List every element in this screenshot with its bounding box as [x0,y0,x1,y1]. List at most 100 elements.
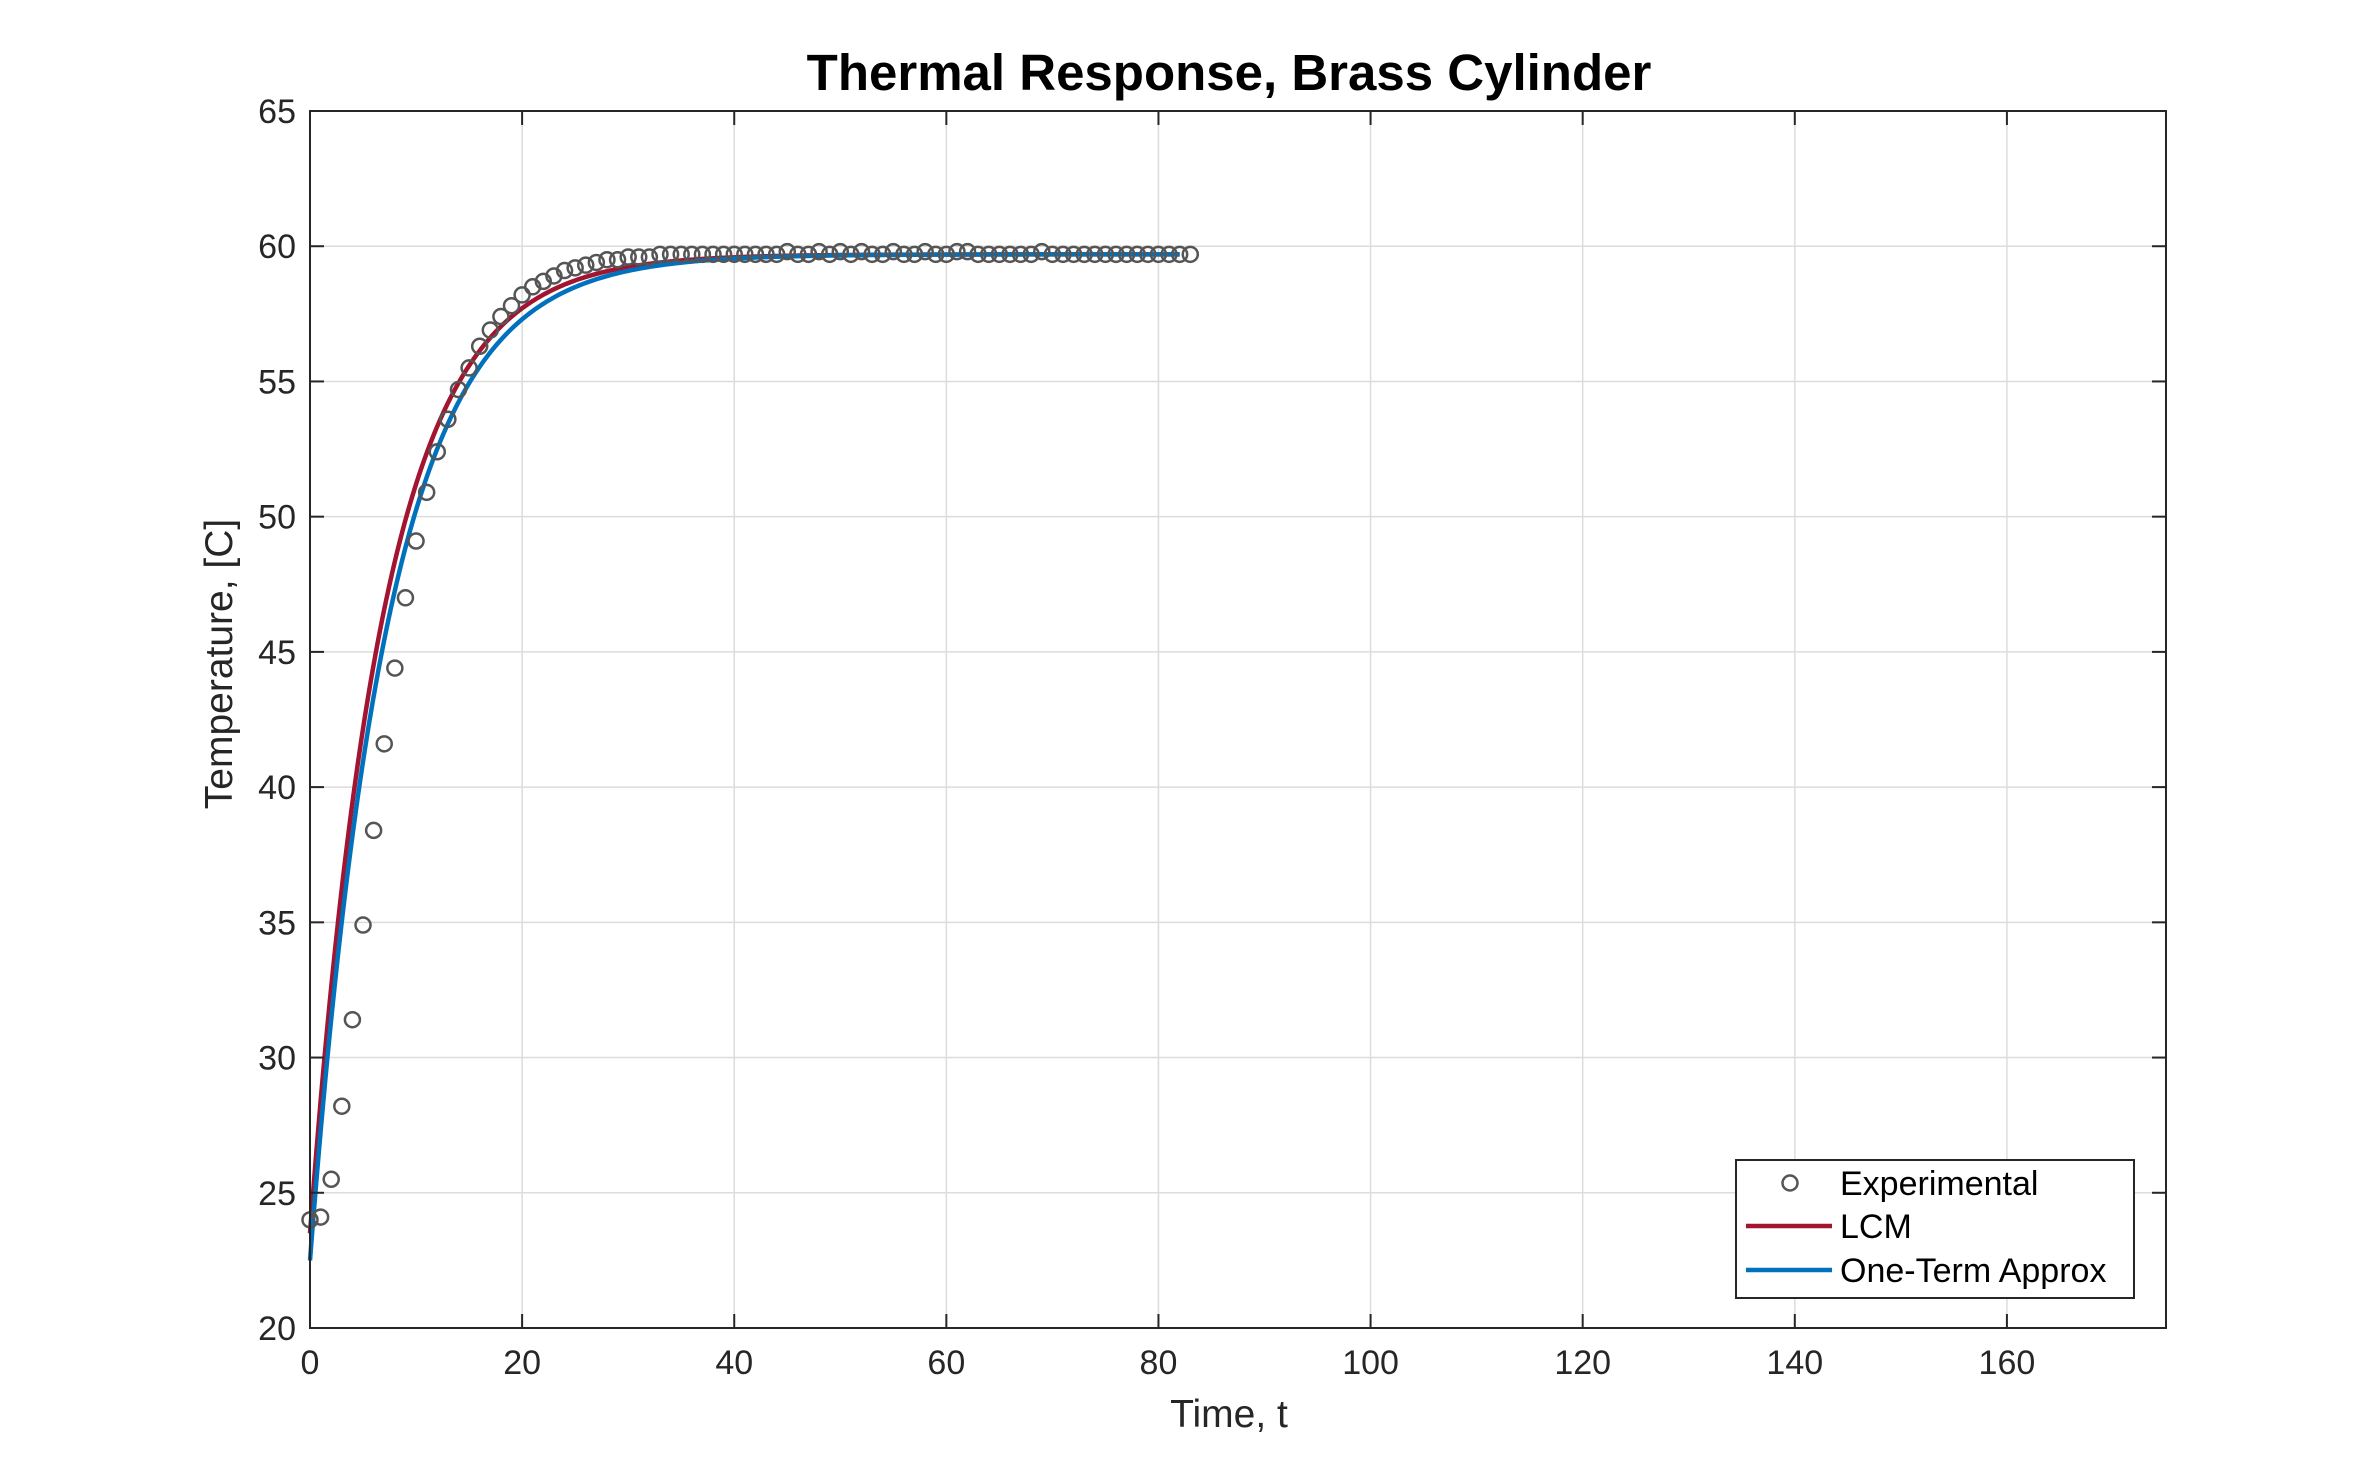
data-point [958,242,977,261]
plot-frame [309,110,2167,1329]
data-point [1043,245,1062,264]
data-point [820,245,839,264]
data-point [396,589,415,607]
data-point [576,256,595,274]
x-tick-label: 80 [1140,1344,1178,1382]
series-layer [301,242,1200,1261]
legend-label-experimental: Experimental [1840,1165,2038,1203]
data-point [661,245,680,264]
data-point [895,245,913,264]
data-point [1054,245,1072,264]
data-point [990,245,1009,264]
data-point [598,250,616,269]
data-point [926,245,945,264]
data-point [1033,242,1051,261]
data-point [608,250,627,269]
data-point [863,245,881,264]
data-point [842,245,860,264]
data-point [884,242,903,261]
data-point [831,242,850,261]
data-point [322,1170,340,1189]
y-tick-label: 60 [258,228,296,266]
y-tick-label: 40 [258,769,296,807]
data-point [852,242,871,261]
data-point [502,296,521,315]
data-point [1128,245,1146,264]
data-point [1011,245,1030,264]
data-point [810,242,828,261]
series-experimental [301,242,1200,1229]
data-point [714,245,733,264]
data-point [545,267,563,285]
data-point [534,272,553,291]
y-tick-label: 20 [258,1310,296,1348]
y-tick-label: 65 [258,93,296,131]
data-point [587,253,606,272]
data-point [746,245,765,264]
data-point [736,245,754,264]
data-point [428,443,447,461]
data-point [969,245,987,264]
y-tick-label: 35 [258,904,296,942]
chart-title: Thermal Response, Brass Cylinder [807,44,1652,101]
data-point [1096,245,1115,264]
x-tick-label: 20 [503,1344,541,1382]
data-point [333,1097,351,1115]
data-point [683,245,701,264]
data-point [1107,245,1125,264]
data-point [916,242,934,261]
data-point [757,245,775,264]
data-point [640,248,659,266]
data-point [725,245,743,264]
data-point [354,916,372,934]
data-point [311,1208,330,1226]
x-tick-label: 60 [927,1344,965,1382]
data-point [460,359,478,377]
y-axis-label: Temperature, [C] [198,519,241,809]
data-point [1160,245,1178,264]
data-point [778,242,797,261]
data-point [948,242,966,261]
data-point [651,245,669,264]
data-point [417,483,436,502]
data-point [1086,245,1104,264]
data-point [523,278,542,296]
data-point [439,410,457,429]
data-point [1170,245,1189,264]
legend: Experimental LCM One-Term Approx [1735,1159,2135,1299]
legend-marker-experimental [1781,1174,1799,1192]
y-tick-label: 25 [258,1175,296,1213]
data-point [799,245,818,264]
data-point [789,245,807,264]
data-point [470,337,489,356]
data-point [566,259,584,277]
y-tick-label: 30 [258,1040,296,1078]
x-tick-label: 0 [301,1344,320,1382]
data-point [555,261,574,280]
data-point [1149,245,1168,264]
data-point [449,380,468,399]
data-point [704,245,722,264]
data-point [364,821,383,840]
legend-box [1735,1159,2135,1299]
legend-label-one-term: One-Term Approx [1840,1252,2106,1290]
data-point [1064,245,1083,264]
data-point [1022,245,1040,264]
data-point [905,245,924,264]
data-point [1075,245,1093,264]
data-point [343,1010,362,1029]
x-tick-label: 120 [1554,1344,1611,1382]
data-point [481,321,500,339]
x-tick-label: 140 [1766,1344,1823,1382]
x-tick-label: 100 [1342,1344,1399,1382]
data-point [492,307,510,326]
data-point [619,248,637,266]
data-point [407,532,425,550]
x-axis-label: Time, t [1170,1393,1288,1436]
y-tick-label: 45 [258,634,296,672]
data-point [630,248,648,266]
data-point [672,245,690,264]
ticks [309,110,2166,1329]
data-point [1117,245,1136,264]
